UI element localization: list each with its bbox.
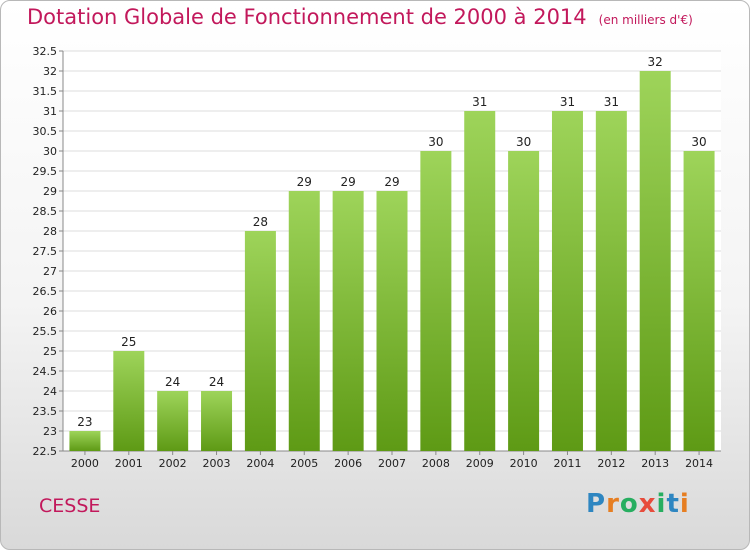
y-tick-label: 26.5 bbox=[33, 285, 58, 298]
x-tick-label: 2013 bbox=[641, 457, 669, 470]
y-tick-label: 32 bbox=[43, 65, 57, 78]
x-tick-label: 2000 bbox=[71, 457, 99, 470]
bar bbox=[551, 111, 583, 451]
logo-letter: r bbox=[606, 489, 620, 519]
y-tick-label: 31.5 bbox=[33, 85, 58, 98]
logo-letter: o bbox=[619, 489, 639, 519]
bar-value-label: 29 bbox=[340, 175, 355, 189]
bar bbox=[464, 111, 496, 451]
y-tick-label: 23.5 bbox=[33, 405, 58, 418]
logo-letter: P bbox=[586, 489, 607, 519]
bar bbox=[201, 391, 233, 451]
bar bbox=[244, 231, 276, 451]
y-tick-label: 28 bbox=[43, 225, 57, 238]
y-tick-label: 29.5 bbox=[33, 165, 58, 178]
bar-value-label: 24 bbox=[209, 375, 224, 389]
bar-value-label: 29 bbox=[297, 175, 312, 189]
bar-value-label: 31 bbox=[604, 95, 619, 109]
logo-letter: x bbox=[638, 489, 657, 519]
y-tick-label: 32.5 bbox=[33, 45, 58, 58]
chart-title: Dotation Globale de Fonctionnement de 20… bbox=[27, 5, 693, 29]
x-tick-label: 2005 bbox=[290, 457, 318, 470]
bar bbox=[639, 71, 671, 451]
x-tick-label: 2004 bbox=[246, 457, 274, 470]
bar-value-label: 32 bbox=[648, 55, 663, 69]
x-tick-label: 2001 bbox=[115, 457, 143, 470]
bar-value-label: 31 bbox=[560, 95, 575, 109]
bar bbox=[595, 111, 627, 451]
y-tick-label: 22.5 bbox=[33, 445, 58, 458]
y-tick-label: 27.5 bbox=[33, 245, 58, 258]
x-tick-label: 2009 bbox=[466, 457, 494, 470]
chart-unit: (en milliers d'€) bbox=[598, 13, 693, 27]
bar-value-label: 30 bbox=[428, 135, 443, 149]
bar bbox=[69, 431, 101, 451]
x-tick-label: 2007 bbox=[378, 457, 406, 470]
logo-letter: i bbox=[656, 489, 667, 519]
bar-value-label: 29 bbox=[384, 175, 399, 189]
bar-value-label: 30 bbox=[516, 135, 531, 149]
bar-value-label: 30 bbox=[691, 135, 706, 149]
bar-value-label: 28 bbox=[253, 215, 268, 229]
x-tick-label: 2003 bbox=[203, 457, 231, 470]
bar bbox=[157, 391, 189, 451]
bar-value-label: 31 bbox=[472, 95, 487, 109]
x-tick-label: 2006 bbox=[334, 457, 362, 470]
y-tick-label: 25 bbox=[43, 345, 57, 358]
y-tick-label: 31 bbox=[43, 105, 57, 118]
y-tick-label: 24.5 bbox=[33, 365, 58, 378]
y-tick-label: 27 bbox=[43, 265, 57, 278]
bar-value-label: 24 bbox=[165, 375, 180, 389]
bar bbox=[508, 151, 540, 451]
y-tick-label: 30 bbox=[43, 145, 57, 158]
bar bbox=[420, 151, 452, 451]
brand-logo: Proxiti bbox=[586, 489, 690, 519]
x-tick-label: 2014 bbox=[685, 457, 713, 470]
y-tick-label: 29 bbox=[43, 185, 57, 198]
y-tick-label: 24 bbox=[43, 385, 57, 398]
y-tick-label: 23 bbox=[43, 425, 57, 438]
x-tick-label: 2002 bbox=[159, 457, 187, 470]
chart-title-text: Dotation Globale de Fonctionnement de 20… bbox=[27, 5, 587, 29]
x-tick-label: 2008 bbox=[422, 457, 450, 470]
bar bbox=[376, 191, 408, 451]
y-tick-label: 30.5 bbox=[33, 125, 58, 138]
bar-value-label: 23 bbox=[77, 415, 92, 429]
x-tick-label: 2010 bbox=[510, 457, 538, 470]
bar bbox=[332, 191, 364, 451]
logo-letter: t bbox=[666, 489, 680, 519]
x-tick-label: 2011 bbox=[553, 457, 581, 470]
y-tick-label: 25.5 bbox=[33, 325, 58, 338]
y-tick-label: 28.5 bbox=[33, 205, 58, 218]
bar bbox=[683, 151, 715, 451]
x-tick-label: 2012 bbox=[597, 457, 625, 470]
logo-letter: i bbox=[679, 489, 690, 519]
place-name: CESSE bbox=[39, 495, 101, 517]
bar bbox=[288, 191, 320, 451]
bar-value-label: 25 bbox=[121, 335, 136, 349]
bar bbox=[113, 351, 145, 451]
y-tick-label: 26 bbox=[43, 305, 57, 318]
